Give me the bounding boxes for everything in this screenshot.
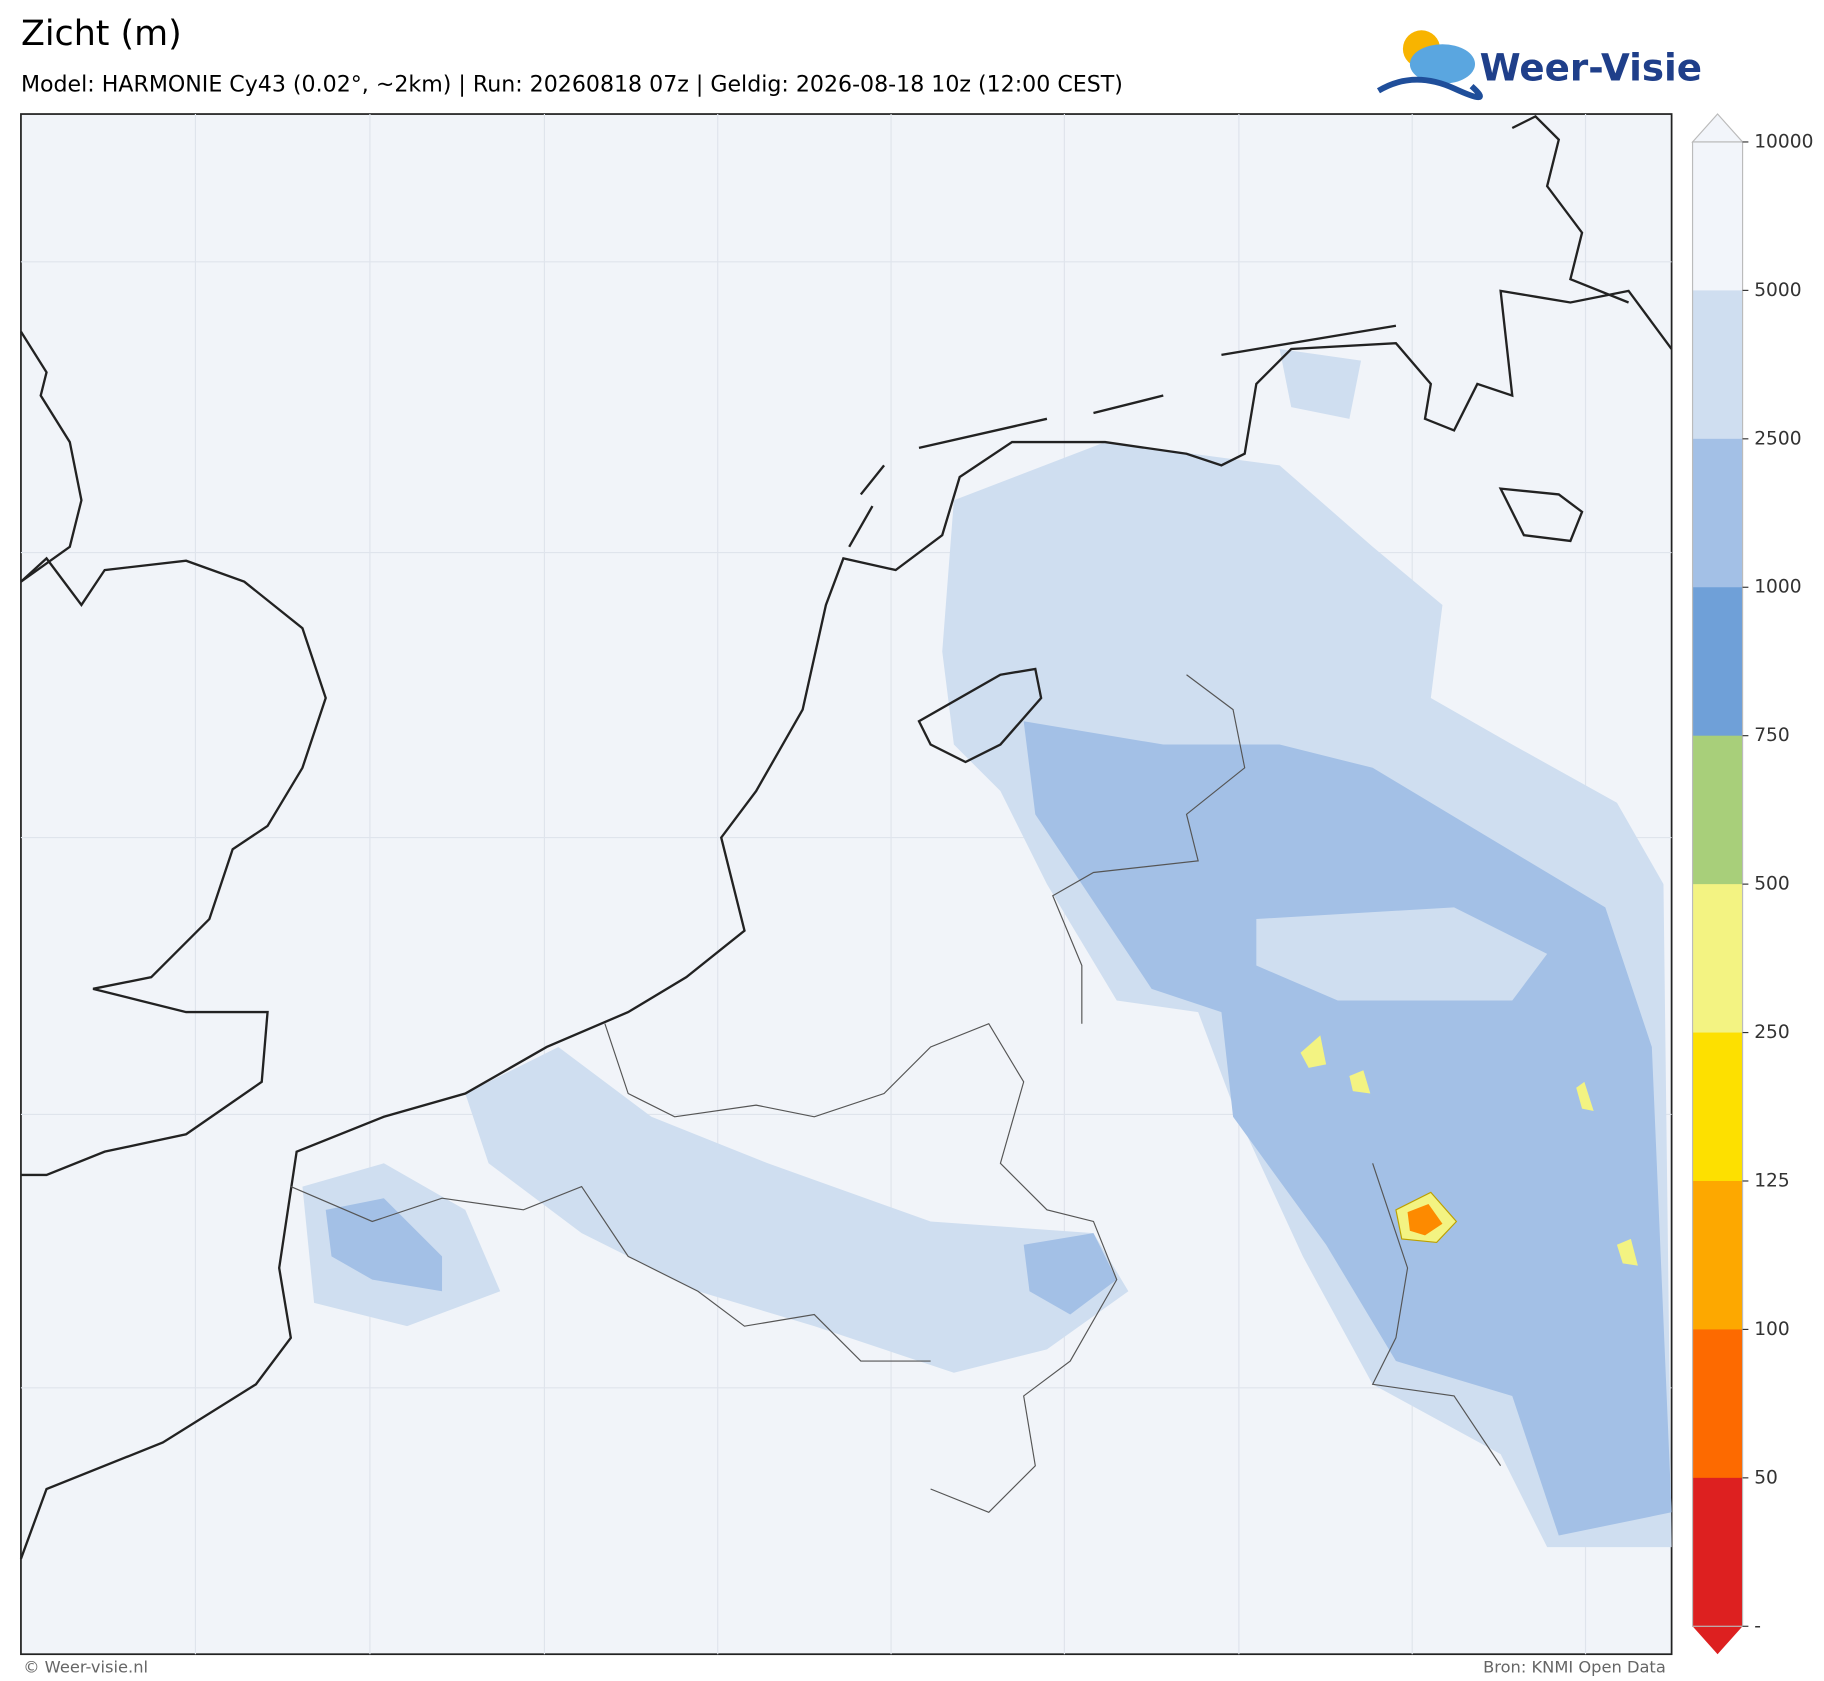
colorbar-band bbox=[1692, 1329, 1743, 1479]
footer-credit: © Weer-visie.nl bbox=[23, 1658, 148, 1677]
colorbar-band bbox=[1692, 884, 1743, 1034]
colorbar-tick-label: 2500 bbox=[1754, 428, 1801, 449]
colorbar-tick-label: 1000 bbox=[1754, 577, 1801, 598]
logo-text: Weer-Visie bbox=[1480, 45, 1702, 89]
colorbar-band bbox=[1692, 290, 1743, 440]
colorbar-tick-label: 100 bbox=[1754, 1319, 1790, 1340]
footer-source: Bron: KNMI Open Data bbox=[1483, 1658, 1666, 1677]
colorbar-tick-label: 125 bbox=[1754, 1170, 1790, 1191]
colorbar: 10000 5000 2500 1000 750 500 250 125 100 50 - bbox=[1691, 113, 1813, 1655]
colorbar-tick-label: 250 bbox=[1754, 1022, 1790, 1043]
colorbar-tick-label: 500 bbox=[1754, 874, 1790, 895]
logo: Weer-Visie bbox=[1376, 30, 1702, 101]
title: Zicht (m) bbox=[21, 14, 182, 54]
borders bbox=[290, 674, 1502, 1513]
coastlines bbox=[19, 114, 1673, 1560]
colorbar-band bbox=[1692, 735, 1743, 885]
visibility-field bbox=[302, 349, 1672, 1548]
colorbar-under bbox=[1692, 1626, 1743, 1655]
colorbar-tick-label: 50 bbox=[1754, 1467, 1778, 1488]
colorbar-band bbox=[1692, 141, 1743, 291]
subtitle: Model: HARMONIE Cy43 (0.02°, ~2km) | Run… bbox=[21, 71, 1123, 97]
colorbar-tick-label: 750 bbox=[1754, 725, 1790, 746]
colorbar-tick-label: - bbox=[1754, 1616, 1761, 1637]
logo-cloud bbox=[1409, 44, 1476, 84]
colorbar-tick-label: 10000 bbox=[1754, 131, 1813, 152]
logo-wave bbox=[1376, 76, 1483, 101]
colorbar-band bbox=[1692, 587, 1743, 737]
colorbar-tick-label: 5000 bbox=[1754, 280, 1801, 301]
colorbar-band bbox=[1692, 438, 1743, 588]
map bbox=[19, 113, 1673, 1656]
colorbar-band bbox=[1692, 1477, 1743, 1627]
colorbar-band bbox=[1692, 1180, 1743, 1331]
colorbar-band bbox=[1692, 1032, 1743, 1182]
